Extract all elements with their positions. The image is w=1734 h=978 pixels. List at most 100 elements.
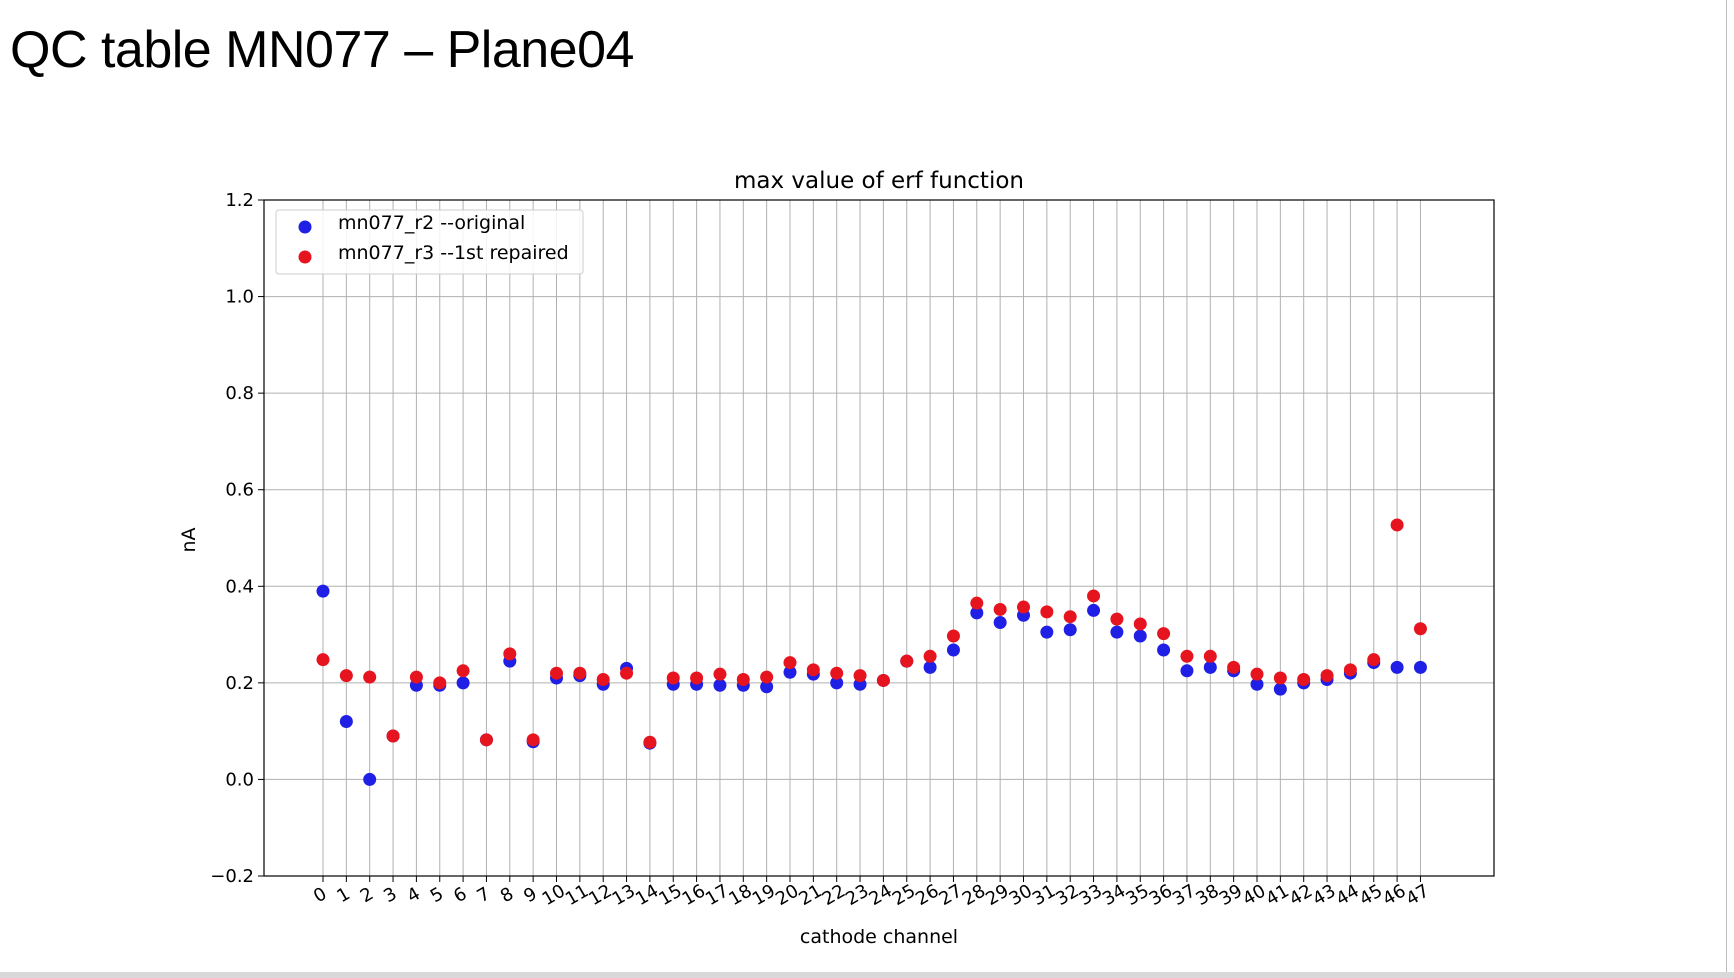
point-original	[1413, 660, 1427, 674]
point-original	[456, 676, 470, 690]
x-tick-label: 5	[427, 883, 447, 907]
point-original	[1180, 664, 1194, 678]
legend-box	[275, 209, 584, 275]
y-tick-label: 0.2	[225, 673, 254, 694]
slide-border-bottom	[0, 972, 1734, 978]
point-repaired	[1297, 672, 1311, 686]
point-repaired	[643, 735, 657, 749]
legend-marker-original	[298, 220, 312, 234]
point-original	[1133, 629, 1147, 643]
point-original	[923, 660, 937, 674]
point-repaired	[550, 666, 563, 680]
point-repaired	[433, 676, 447, 690]
point-repaired	[853, 669, 867, 683]
point-repaired	[1250, 667, 1264, 681]
x-tick-label: 3	[380, 883, 400, 907]
point-repaired	[923, 649, 937, 663]
legend-marker-repaired	[298, 250, 312, 264]
x-tick-label: 1	[333, 883, 353, 907]
legend-label-repaired: mn077_r3 --1st repaired	[338, 242, 569, 264]
point-repaired	[316, 653, 330, 667]
y-axis-label: nA	[178, 527, 200, 552]
point-original	[1110, 625, 1124, 639]
point-repaired	[1367, 653, 1381, 667]
x-tick-label: 4	[403, 883, 423, 907]
point-repaired	[1227, 660, 1241, 674]
point-original	[783, 665, 797, 679]
point-repaired	[456, 664, 470, 678]
point-original	[1390, 660, 1404, 674]
y-tick-label: 0.0	[225, 769, 254, 790]
point-repaired	[1133, 617, 1147, 631]
point-original	[993, 616, 1007, 629]
point-repaired	[666, 671, 680, 685]
point-original	[316, 584, 330, 598]
y-tick-label: 1.2	[225, 190, 254, 211]
y-tick-label: 0.8	[225, 383, 254, 404]
point-repaired	[1040, 605, 1054, 619]
legend: mn077_r2 --original mn077_r3 --1st repai…	[275, 209, 584, 275]
y-tick-label: 0.6	[225, 480, 254, 501]
point-original	[1157, 643, 1171, 657]
plot-frame	[263, 199, 1495, 877]
point-repaired	[830, 666, 844, 680]
y-tick-label: 0.4	[225, 576, 254, 597]
point-repaired	[806, 663, 820, 677]
point-repaired	[1087, 589, 1101, 603]
point-original	[339, 714, 353, 728]
point-repaired	[1110, 612, 1124, 626]
point-repaired	[479, 733, 493, 747]
chart-title: max value of erf function	[734, 168, 1024, 194]
point-repaired	[1180, 649, 1194, 663]
point-repaired	[946, 629, 960, 643]
point-repaired	[783, 656, 797, 670]
slide-title: QC table MN077 – Plane04	[10, 21, 634, 79]
point-repaired	[1320, 669, 1334, 683]
x-tick-label: 2	[357, 883, 377, 907]
x-axis-label: cathode channel	[800, 926, 958, 948]
point-repaired	[876, 673, 890, 687]
point-original	[1063, 623, 1077, 637]
x-tick-label: 7	[473, 883, 493, 907]
point-repaired	[1413, 622, 1427, 636]
point-repaired	[526, 733, 540, 747]
point-repaired	[386, 729, 400, 743]
point-repaired	[1157, 627, 1171, 641]
point-original	[1040, 625, 1054, 639]
y-tick-label: 1.0	[225, 287, 254, 308]
point-repaired	[713, 667, 727, 681]
point-repaired	[690, 671, 704, 685]
point-original	[1273, 682, 1287, 696]
y-tick-label: −0.2	[210, 866, 254, 887]
point-original	[1250, 677, 1264, 691]
point-original	[830, 676, 844, 690]
point-repaired	[409, 670, 423, 684]
point-repaired	[339, 669, 353, 683]
point-original	[363, 772, 377, 786]
point-repaired	[736, 672, 750, 686]
point-original	[970, 606, 984, 620]
point-repaired	[1063, 610, 1077, 624]
point-original	[1203, 660, 1217, 674]
point-repaired	[970, 596, 984, 610]
point-repaired	[503, 647, 517, 661]
data-points	[316, 518, 1427, 786]
point-original	[713, 678, 727, 692]
point-original	[1087, 603, 1101, 617]
point-repaired	[993, 602, 1007, 616]
x-tick-label: 47	[1403, 880, 1433, 910]
point-original	[946, 643, 960, 657]
point-repaired	[596, 672, 610, 686]
point-repaired	[1273, 671, 1287, 685]
x-tick-label: 8	[497, 883, 517, 907]
x-tick-label: 6	[450, 883, 470, 907]
point-original	[760, 680, 774, 694]
axis-ticks: −0.20.00.20.40.60.81.01.20 1 2 3 4 5 6 7 8 910111…	[210, 190, 1433, 910]
point-repaired	[760, 670, 774, 684]
point-repaired	[900, 654, 914, 668]
point-repaired	[1203, 649, 1217, 663]
point-repaired	[1390, 518, 1404, 532]
point-repaired	[620, 666, 634, 680]
legend-label-original: mn077_r2 --original	[338, 212, 525, 234]
point-repaired	[1343, 663, 1357, 677]
